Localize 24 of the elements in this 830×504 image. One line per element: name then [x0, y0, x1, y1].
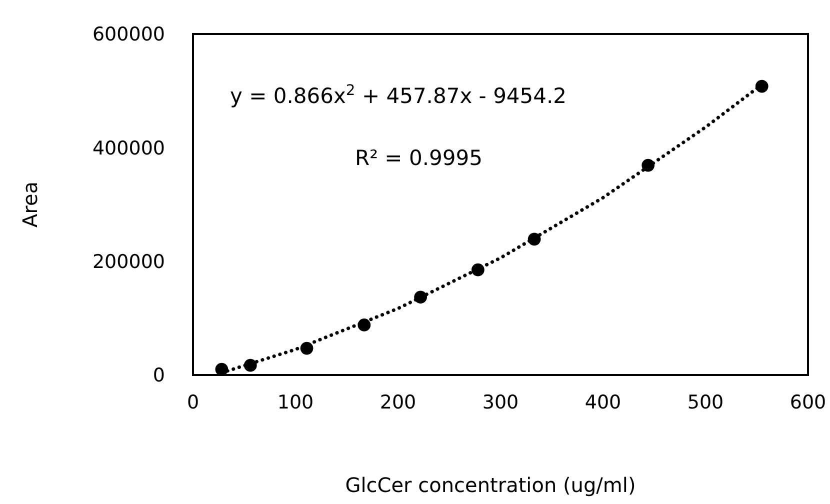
x-axis-title: GlcCer concentration (ug/ml): [345, 473, 636, 497]
x-tick-label: 400: [584, 391, 622, 414]
x-tick-label: 100: [277, 391, 314, 414]
x-tick-label: 0: [186, 391, 200, 414]
point: [244, 358, 257, 372]
x-tick-label: 500: [687, 391, 724, 414]
annotation: y = 0.866x$^{2}$ + 457.87x - 9454.2: [230, 82, 567, 108]
x-tick-label: 200: [380, 391, 416, 414]
x-tick-label: 600: [790, 391, 826, 414]
y-tick-label: 200000: [92, 250, 165, 273]
point: [300, 342, 314, 355]
point: [215, 362, 228, 376]
y-tick-label: 400000: [92, 137, 165, 160]
x-tick-label: 300: [482, 391, 519, 414]
point: [414, 290, 427, 304]
point: [755, 80, 768, 93]
point: [472, 263, 484, 276]
y-tick-label: 0: [152, 364, 165, 387]
annotation: R² = 0.9995: [355, 146, 482, 170]
point: [642, 158, 655, 172]
y-axis-title: Area: [18, 181, 42, 228]
point: [358, 318, 371, 332]
point: [528, 232, 541, 246]
y-tick-label: 600000: [92, 24, 165, 46]
